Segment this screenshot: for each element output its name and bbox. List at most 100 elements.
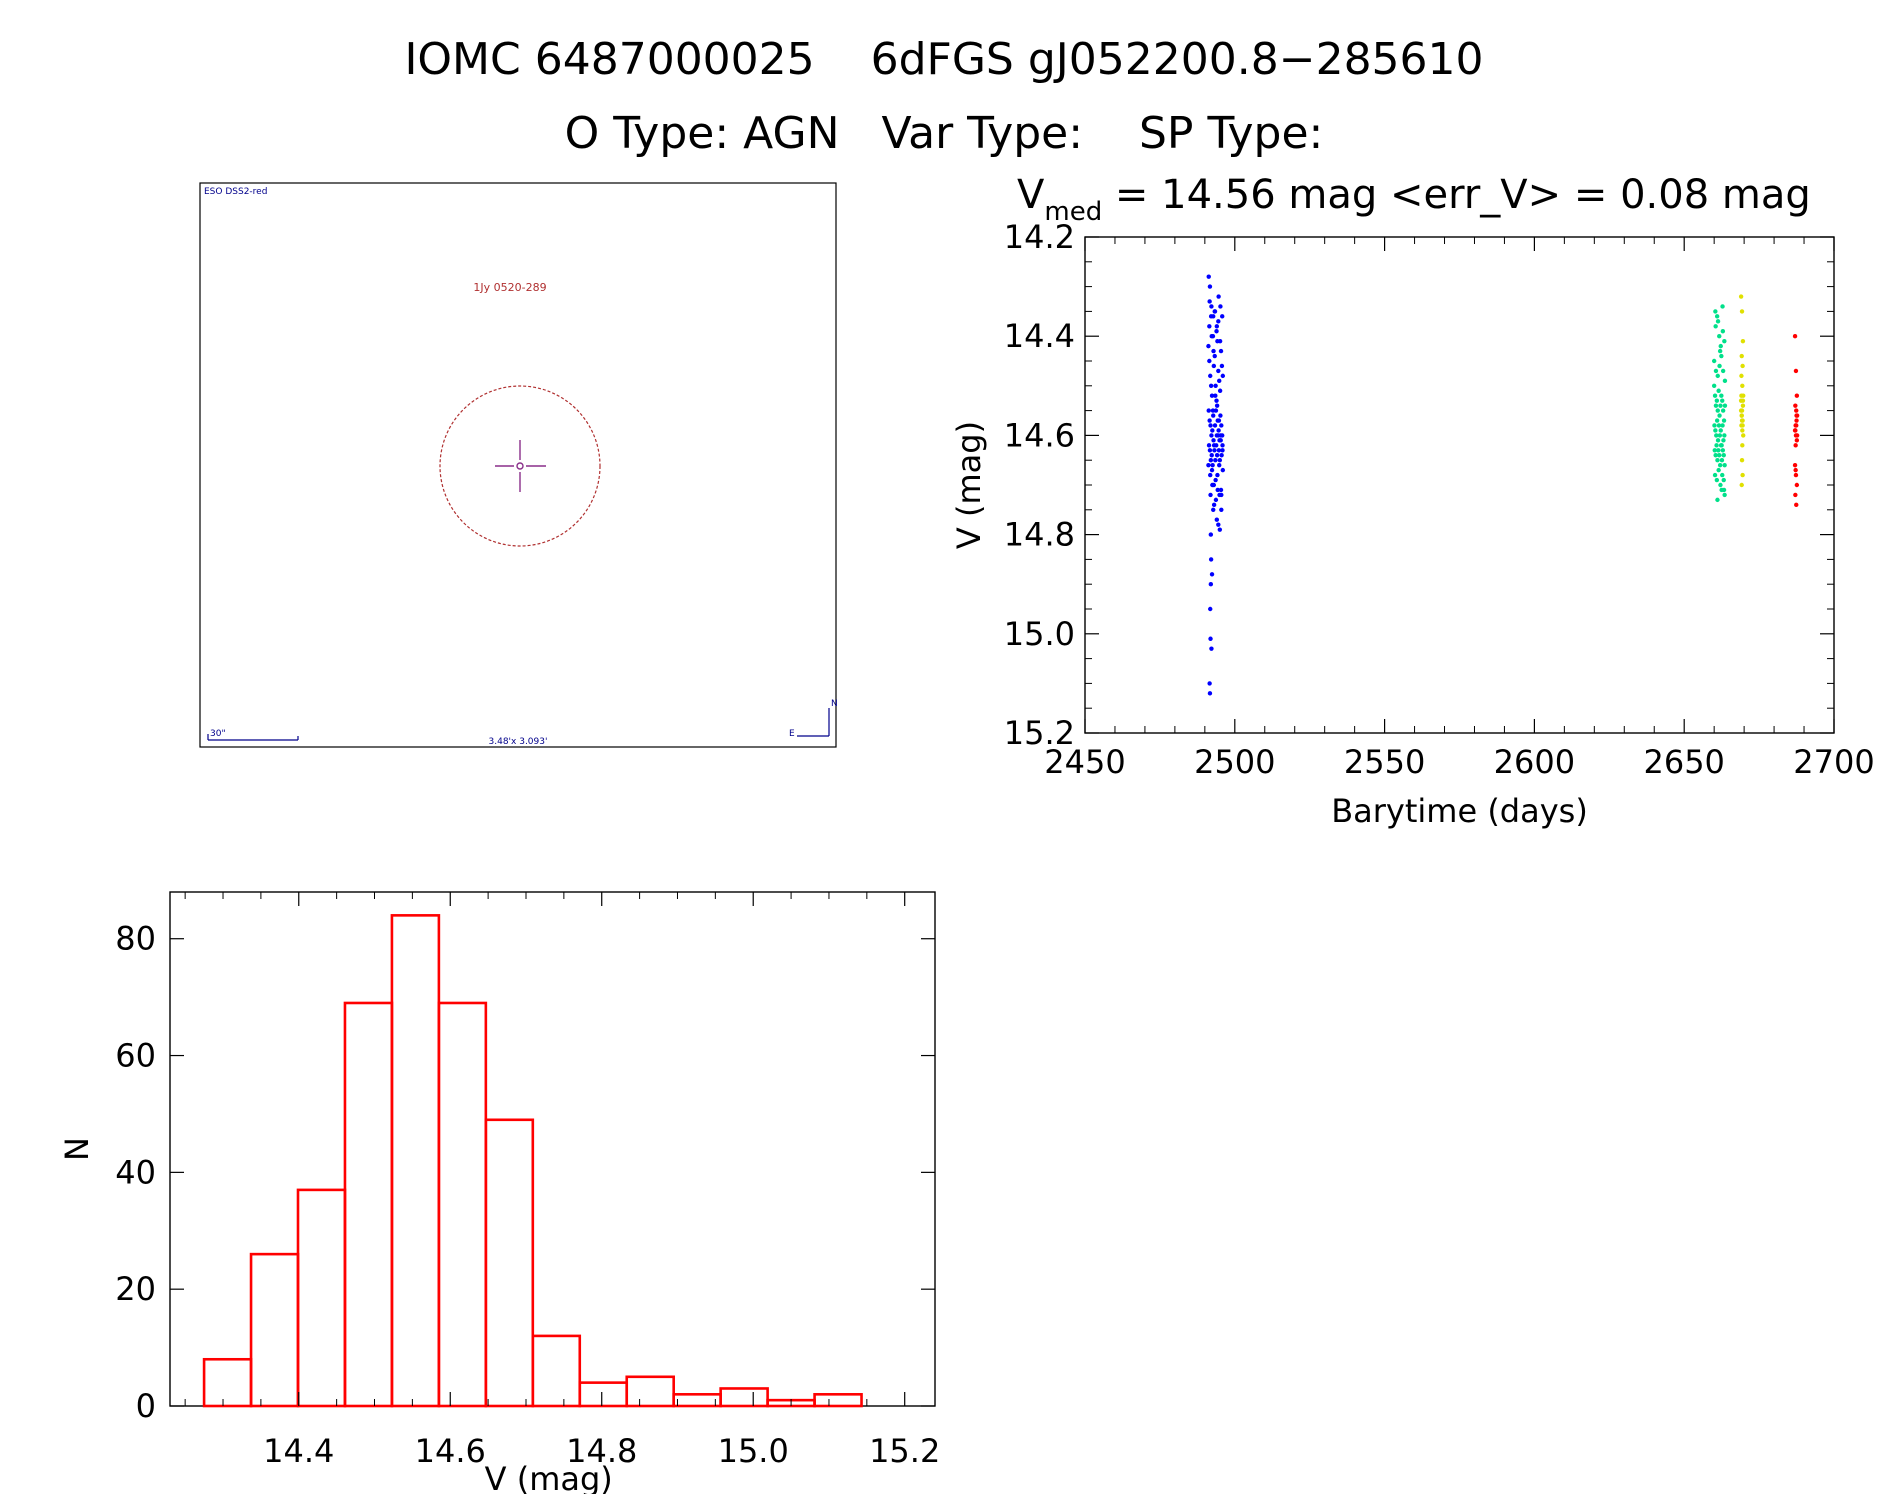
lc-point-season-1 [1209, 467, 1215, 473]
lc-point-season-1 [1206, 343, 1211, 349]
lc-point-season-2 [1714, 443, 1719, 448]
lc-point-season-3 [1739, 393, 1744, 398]
lc-point-season-1 [1207, 299, 1212, 304]
lc-xlabel: Barytime (days) [1331, 792, 1588, 830]
lc-point-season-1 [1209, 433, 1214, 438]
lc-point-season-2 [1716, 448, 1721, 453]
hist-ytick-label: 80 [115, 920, 156, 958]
hist-bar [390, 914, 441, 1408]
lc-point-season-1 [1214, 517, 1220, 522]
lc-point-season-4 [1794, 438, 1800, 443]
lc-point-season-2 [1717, 462, 1723, 468]
lc-point-season-1 [1218, 413, 1223, 418]
hist-bar [719, 1387, 769, 1408]
lc-point-season-3 [1740, 428, 1745, 433]
lc-point-season-2 [1715, 497, 1720, 503]
lc-point-season-4 [1793, 492, 1798, 498]
lc-point-season-1 [1209, 304, 1214, 309]
lc-point-season-3 [1740, 443, 1745, 448]
lc-point-season-4 [1794, 502, 1799, 508]
lc-point-season-2 [1712, 472, 1718, 478]
lc-point-season-1 [1208, 606, 1213, 612]
lc-point-season-2 [1715, 458, 1720, 463]
finder-crosshair [495, 440, 546, 492]
lc-point-season-2 [1714, 433, 1719, 438]
lc-point-season-1 [1220, 443, 1225, 448]
lc-point-season-1 [1208, 373, 1213, 379]
lc-point-season-1 [1219, 363, 1225, 369]
lc-point-season-1 [1207, 324, 1212, 329]
lc-point-season-3 [1739, 482, 1744, 488]
lc-point-season-1 [1218, 433, 1223, 438]
lc-point-season-1 [1212, 423, 1218, 428]
lc-point-season-2 [1716, 467, 1721, 473]
lc-point-season-2 [1720, 472, 1725, 478]
hist-ytick-label: 40 [115, 1153, 156, 1191]
lc-point-season-2 [1721, 438, 1726, 443]
lc-point-season-3 [1739, 458, 1745, 463]
compass-east-label: E [789, 729, 795, 739]
lc-point-season-2 [1720, 398, 1725, 403]
lc-point-season-3 [1740, 423, 1745, 428]
lc-point-season-2 [1722, 378, 1728, 384]
lc-point-season-1 [1216, 522, 1221, 527]
lc-point-season-4 [1792, 462, 1798, 468]
lc-point-season-2 [1718, 428, 1723, 433]
lc-ytick-label: 14.4 [1004, 317, 1075, 355]
lc-point-season-2 [1717, 363, 1722, 369]
lc-point-season-1 [1216, 448, 1222, 453]
lc-point-season-2 [1722, 462, 1727, 468]
lc-point-season-1 [1206, 274, 1211, 279]
lc-point-season-2 [1715, 438, 1721, 443]
lc-ytick-label: 15.0 [1004, 615, 1075, 653]
lc-point-season-2 [1716, 423, 1722, 428]
lc-point-season-2 [1713, 428, 1718, 433]
lc-point-season-2 [1713, 368, 1719, 374]
lc-point-season-1 [1216, 428, 1221, 433]
lc-point-season-1 [1213, 477, 1218, 483]
lc-point-season-1 [1207, 284, 1213, 289]
lc-point-season-2 [1711, 358, 1717, 364]
finder-frame [199, 182, 837, 748]
lc-point-season-4 [1794, 423, 1799, 428]
lc-point-season-2 [1721, 418, 1727, 423]
lc-point-season-3 [1741, 433, 1746, 438]
lc-point-season-2 [1711, 383, 1717, 388]
lc-point-season-2 [1717, 433, 1723, 438]
lc-point-season-1 [1210, 462, 1215, 468]
lc-point-season-2 [1715, 373, 1720, 379]
lc-point-season-2 [1713, 453, 1718, 458]
hist-xtick-label: 14.4 [263, 1432, 334, 1470]
lc-point-season-2 [1717, 413, 1722, 418]
hist-xtick-label: 14.6 [415, 1432, 486, 1470]
lc-ytick-label: 14.6 [1004, 416, 1075, 454]
lc-point-season-4 [1794, 413, 1799, 418]
lc-point-season-1 [1208, 458, 1214, 463]
lc-point-season-1 [1219, 453, 1224, 458]
lc-point-season-1 [1217, 462, 1222, 468]
lc-point-season-1 [1206, 408, 1211, 413]
lc-point-season-1 [1209, 646, 1214, 651]
lc-point-season-2 [1722, 338, 1727, 344]
lc-point-season-1 [1213, 497, 1219, 503]
lc-point-season-2 [1719, 353, 1724, 359]
lc-title: Vmed = 14.56 mag <err_V> = 0.08 mag [1017, 172, 1811, 227]
lc-title-sub: med [1044, 197, 1102, 227]
lc-xtick-label: 2450 [1044, 743, 1125, 781]
lc-point-season-1 [1208, 557, 1214, 562]
lc-point-season-3 [1740, 363, 1745, 369]
lc-xtick-label: 2600 [1494, 743, 1575, 781]
lc-point-season-3 [1739, 413, 1744, 418]
lc-point-season-1 [1211, 438, 1216, 443]
lc-point-season-1 [1220, 373, 1226, 379]
lc-point-season-1 [1209, 453, 1214, 458]
histogram-chart: 14.4 14.6 14.8 15.0 15.2 0 20 40 60 80 V (mag) N [58, 891, 940, 1494]
lc-point-season-1 [1208, 383, 1214, 388]
lc-point-season-1 [1217, 388, 1223, 393]
lc-point-season-2 [1718, 443, 1724, 448]
lc-point-season-1 [1210, 428, 1215, 433]
compass-north-label: N [831, 699, 838, 709]
finder-target-label: 1Jy 0520-289 [473, 281, 546, 294]
compass-icon [797, 708, 830, 737]
lc-point-season-4 [1794, 433, 1800, 438]
